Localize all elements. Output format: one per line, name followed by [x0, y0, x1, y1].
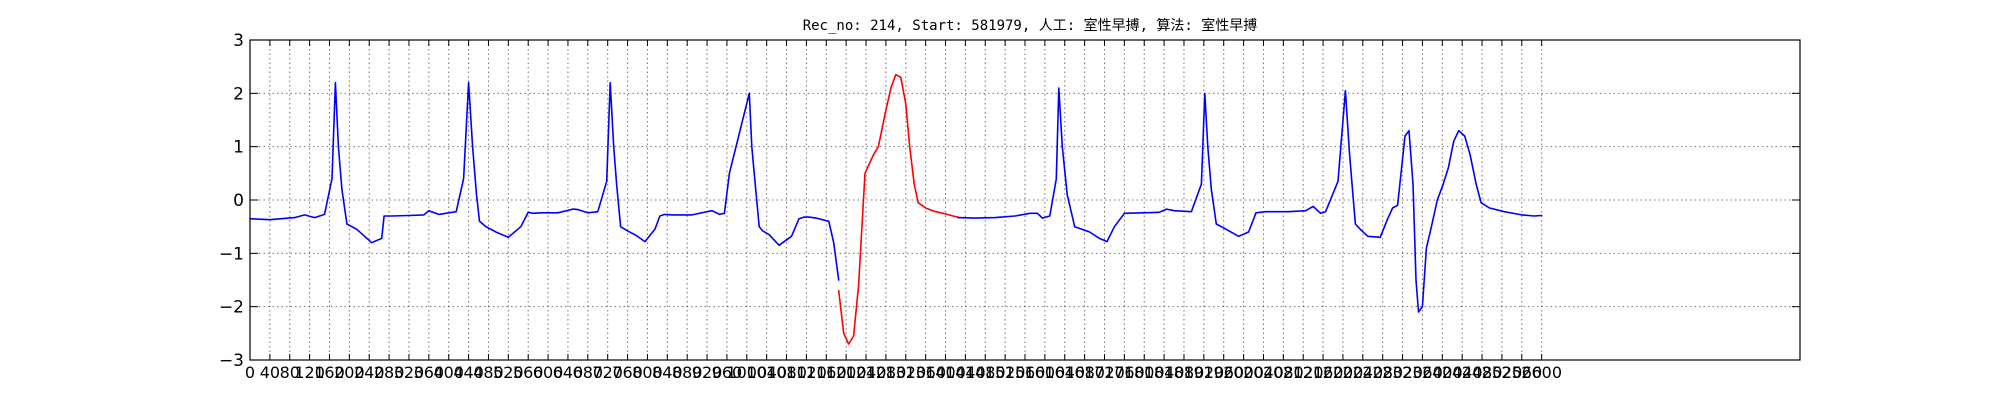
x-tick-label: 2000 [1223, 363, 1264, 382]
y-tick-label: −1 [219, 244, 244, 264]
x-tick-label: 2200 [1323, 363, 1364, 382]
x-tick-label: 920 [692, 363, 723, 382]
x-tick-label: 480 [473, 363, 504, 382]
x-tick-label: 1960 [1203, 363, 1244, 382]
x-tick-label: 200 [334, 363, 365, 382]
x-tick-label: 2400 [1422, 363, 1463, 382]
x-tick-label: 440 [453, 363, 484, 382]
x-tick-label: 1680 [1064, 363, 1105, 382]
x-tick-label: 840 [652, 363, 683, 382]
axis-ticks [249, 39, 1800, 361]
x-tick-label: 1440 [945, 363, 986, 382]
x-tick-label: 2520 [1482, 363, 1523, 382]
x-tick-label: 2240 [1342, 363, 1383, 382]
x-tick-label: 520 [493, 363, 524, 382]
x-tick-label: 720 [592, 363, 623, 382]
x-axis-labels: 0 40 8012016020024028032036040044048052056… [245, 363, 1562, 382]
x-tick-label: 2040 [1243, 363, 1284, 382]
x-tick-label: 1000 [726, 363, 767, 382]
x-tick-label: 880 [672, 363, 703, 382]
x-tick-label: 760 [612, 363, 643, 382]
ecg-segment-highlighted [837, 73, 959, 345]
x-tick-label: 600 [533, 363, 564, 382]
x-tick-label: 2440 [1442, 363, 1483, 382]
x-tick-label: 360 [414, 363, 445, 382]
x-tick-label: 1360 [905, 363, 946, 382]
x-tick-label: 2280 [1362, 363, 1403, 382]
x-tick-label: 800 [632, 363, 663, 382]
x-tick-label: 960 [712, 363, 743, 382]
x-tick-label: 2320 [1382, 363, 1423, 382]
x-tick-label: 160 [314, 363, 345, 382]
y-tick-label: 3 [233, 31, 244, 51]
x-tick-label: 2080 [1263, 363, 1304, 382]
ecg-segment [249, 81, 840, 281]
x-tick-label: 1080 [766, 363, 807, 382]
ecg-segment [957, 87, 1543, 313]
y-tick-label: 0 [233, 191, 244, 211]
x-tick-label: 80 [280, 363, 300, 382]
x-tick-label: 40 [260, 363, 280, 382]
x-tick-label: 1200 [826, 363, 867, 382]
x-tick-label: 1400 [925, 363, 966, 382]
y-tick-label: 1 [233, 138, 244, 158]
x-tick-label: 1840 [1144, 363, 1185, 382]
x-tick-label: 2360 [1402, 363, 1443, 382]
x-tick-label: 640 [553, 363, 584, 382]
y-tick-label: −2 [219, 298, 244, 318]
x-tick-label: 680 [573, 363, 604, 382]
x-tick-label: 1480 [965, 363, 1006, 382]
x-tick-label: 400 [433, 363, 464, 382]
x-tick-label: 1280 [866, 363, 907, 382]
x-tick-label: 1640 [1044, 363, 1085, 382]
x-tick-label: 1600 [1025, 363, 1066, 382]
x-tick-label: 1240 [846, 363, 887, 382]
x-tick-label: 2560 [1501, 363, 1542, 382]
x-tick-label: 1880 [1164, 363, 1205, 382]
y-tick-label: 2 [233, 84, 244, 104]
x-tick-label: 2600 [1521, 363, 1562, 382]
x-tick-label: 2480 [1462, 363, 1503, 382]
x-tick-label: 1160 [806, 363, 847, 382]
grid [249, 39, 1800, 361]
x-tick-label: 560 [513, 363, 544, 382]
x-tick-label: 2160 [1303, 363, 1344, 382]
x-tick-label: 1320 [885, 363, 926, 382]
x-tick-label: 240 [354, 363, 385, 382]
x-tick-label: 120 [294, 363, 325, 382]
x-tick-label: 1760 [1104, 363, 1145, 382]
x-tick-label: 1720 [1084, 363, 1125, 382]
ecg-signal [249, 73, 1543, 345]
y-tick-label: −3 [219, 351, 244, 371]
chart-title: Rec_no: 214, Start: 581979, 人工: 室性早搏, 算法… [803, 17, 1258, 34]
x-tick-label: 280 [374, 363, 405, 382]
x-tick-label: 320 [394, 363, 425, 382]
x-tick-label: 0 [245, 363, 255, 382]
x-tick-label: 1920 [1183, 363, 1224, 382]
y-axis-labels: 3 2 1 0 −1 −2 −3 [219, 31, 244, 371]
x-tick-label: 1800 [1124, 363, 1165, 382]
x-tick-label: 1560 [1005, 363, 1046, 382]
x-tick-label: 1120 [786, 363, 827, 382]
x-tick-label: 1040 [746, 363, 787, 382]
x-tick-label: 1520 [985, 363, 1026, 382]
x-tick-label: 2120 [1283, 363, 1324, 382]
